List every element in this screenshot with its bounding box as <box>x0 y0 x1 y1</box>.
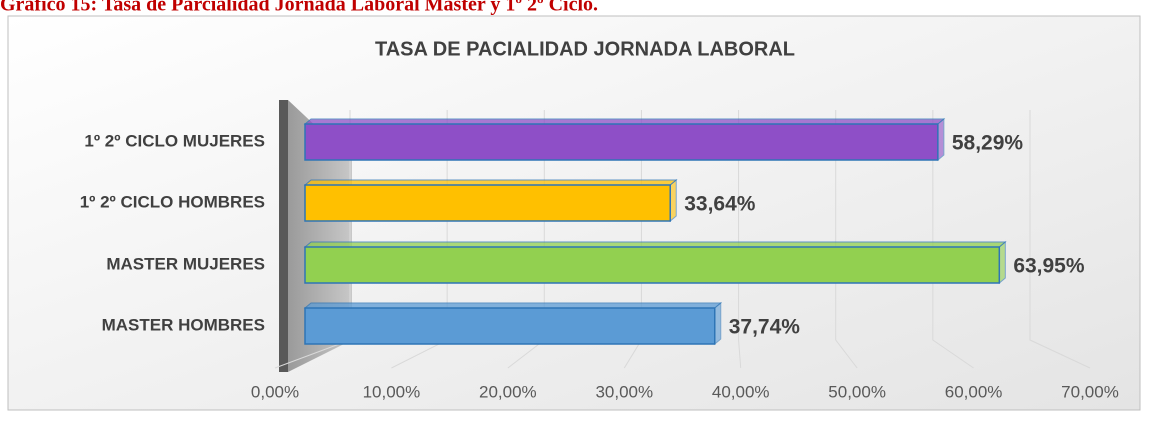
grid-line <box>932 110 974 369</box>
chart-title: TASA DE PACIALIDAD JORNADA LABORAL <box>375 38 795 60</box>
value-label: 63,95% <box>1013 255 1085 278</box>
x-tick-label: 40,00% <box>712 382 770 401</box>
bar-end <box>998 240 1006 285</box>
grid-line <box>1029 110 1091 369</box>
x-tick-label: 30,00% <box>595 382 653 401</box>
bar-end <box>937 117 945 162</box>
category-label: 1º 2º CICLO MUJERES <box>84 131 265 150</box>
x-tick-label: 50,00% <box>828 382 886 401</box>
x-tick-label: 10,00% <box>363 382 421 401</box>
category-label: 1º 2º CICLO HOMBRES <box>80 192 265 211</box>
axis-wall <box>279 100 288 372</box>
bar-end <box>669 178 677 223</box>
value-label: 37,74% <box>729 316 801 339</box>
grid-line <box>835 110 858 369</box>
x-tick-label: 70,00% <box>1061 382 1119 401</box>
caption: Gráfico 15: Tasa de Parcialidad Jornada … <box>0 0 598 16</box>
bar <box>304 246 1001 284</box>
x-tick-label: 60,00% <box>945 382 1003 401</box>
bar <box>304 123 939 161</box>
value-label: 33,64% <box>684 193 756 216</box>
category-label: MASTER MUJERES <box>106 254 265 273</box>
category-label: MASTER HOMBRES <box>102 315 265 334</box>
bar-end <box>714 301 722 346</box>
x-tick-label: 20,00% <box>479 382 537 401</box>
value-label: 58,29% <box>952 132 1024 155</box>
bar <box>304 307 716 345</box>
x-tick-label: 0,00% <box>251 382 299 401</box>
grid-line <box>738 110 742 369</box>
bar <box>304 184 671 222</box>
